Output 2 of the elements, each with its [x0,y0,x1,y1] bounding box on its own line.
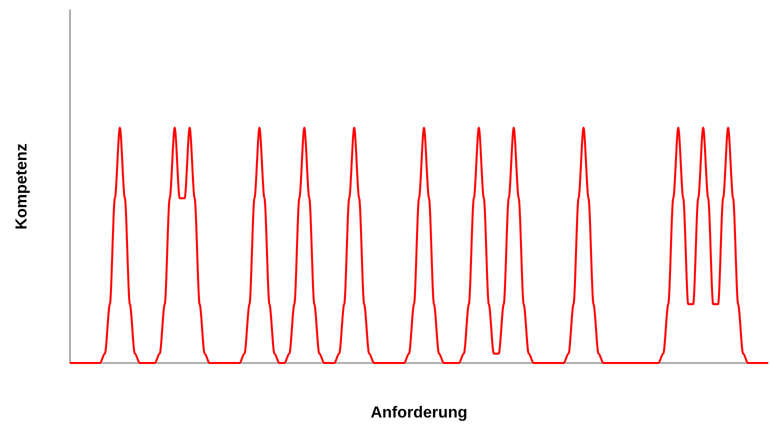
x-axis-title: Anforderung [370,404,468,422]
y-axis-title: Kompetenz [14,143,30,230]
